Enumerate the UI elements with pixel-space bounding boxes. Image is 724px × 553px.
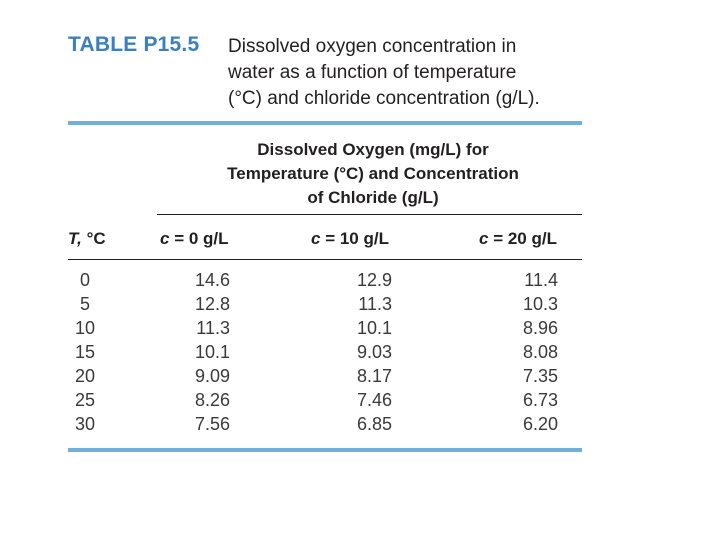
table-row: 20 9.09 8.17 7.35 <box>0 364 724 388</box>
column-header-c20: c = 20 g/L <box>479 229 557 249</box>
cell-c0: 10.1 <box>194 342 230 362</box>
caption-line: water as a function of temperature <box>228 62 517 83</box>
header-unit: = 0 g/L <box>169 229 229 248</box>
cell-c20: 6.20 <box>522 414 558 434</box>
cell-temperature: 15 <box>74 342 96 362</box>
spanner-line: Dissolved Oxygen (mg/L) for <box>257 140 489 159</box>
column-header-c10: c = 10 g/L <box>311 229 389 249</box>
column-spanner-heading: Dissolved Oxygen (mg/L) for Temperature … <box>182 138 564 210</box>
header-variable: c <box>311 229 321 248</box>
cell-c0: 8.26 <box>194 390 230 410</box>
cell-c10: 11.3 <box>358 294 392 314</box>
table-row: 10 11.3 10.1 8.96 <box>0 316 724 340</box>
caption-line: (°C) and chloride concentration (g/L). <box>228 88 540 109</box>
cell-c0: 7.56 <box>194 414 230 434</box>
spanner-line: Temperature (°C) and Concentration <box>227 164 519 183</box>
cell-c10: 7.46 <box>356 390 392 410</box>
header-unit: = 20 g/L <box>488 229 557 248</box>
cell-temperature: 25 <box>74 390 96 410</box>
table-label: TABLE P15.5 <box>68 33 200 56</box>
cell-temperature: 10 <box>74 318 96 338</box>
cell-temperature: 0 <box>79 270 90 290</box>
table-body: 0 14.6 12.9 11.4 5 12.8 11.3 10.3 10 11.… <box>0 268 724 436</box>
table-row: 15 10.1 9.03 8.08 <box>0 340 724 364</box>
bottom-rule <box>68 448 582 452</box>
header-unit: °C <box>81 229 106 248</box>
top-rule <box>68 121 582 125</box>
table-row: 0 14.6 12.9 11.4 <box>0 268 724 292</box>
header-variable: c <box>160 229 170 248</box>
cell-c20: 8.08 <box>522 342 558 362</box>
table-row: 5 12.8 11.3 10.3 <box>0 292 724 316</box>
cell-c20: 11.4 <box>524 270 558 290</box>
cell-c10: 10.1 <box>356 318 392 338</box>
cell-temperature: 20 <box>74 366 96 386</box>
cell-c20: 7.35 <box>522 366 558 386</box>
table-caption: Dissolved oxygen concentration in water … <box>228 34 588 112</box>
cell-c0: 12.8 <box>194 294 230 314</box>
cell-temperature: 5 <box>79 294 90 314</box>
table-row: 30 7.56 6.85 6.20 <box>0 412 724 436</box>
table-row: 25 8.26 7.46 6.73 <box>0 388 724 412</box>
header-unit: = 10 g/L <box>320 229 389 248</box>
cell-c20: 10.3 <box>522 294 558 314</box>
cell-c10: 12.9 <box>356 270 392 290</box>
column-header-temperature: T, °C <box>68 229 106 249</box>
spanner-line: of Chloride (g/L) <box>307 188 439 207</box>
caption-line: Dissolved oxygen concentration in <box>228 36 517 57</box>
cell-c10: 9.03 <box>356 342 392 362</box>
cell-c10: 6.85 <box>356 414 392 434</box>
column-header-c0: c = 0 g/L <box>160 229 229 249</box>
cell-c0: 9.09 <box>194 366 230 386</box>
cell-temperature: 30 <box>74 414 96 434</box>
cell-c20: 6.73 <box>522 390 558 410</box>
cell-c10: 8.17 <box>356 366 392 386</box>
header-rule <box>68 259 582 260</box>
cell-c20: 8.96 <box>522 318 558 338</box>
cell-c0: 14.6 <box>194 270 230 290</box>
spanner-rule <box>157 214 582 215</box>
header-variable: c <box>479 229 489 248</box>
cell-c0: 11.3 <box>196 318 230 338</box>
header-variable: T, <box>68 229 82 248</box>
